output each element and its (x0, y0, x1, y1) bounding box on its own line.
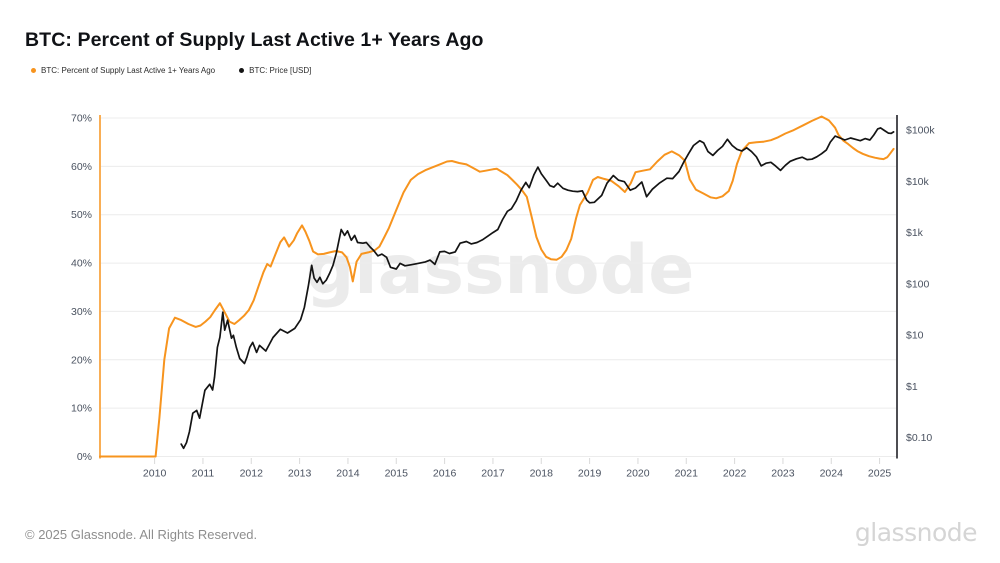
x-tick-label-2012: 2012 (240, 468, 264, 480)
legend-item-supply-active[interactable]: BTC: Percent of Supply Last Active 1+ Ye… (31, 66, 215, 75)
y-right-tick-label-$10: $10 (906, 330, 924, 342)
y-left-tick-label-40%: 40% (71, 258, 92, 270)
y-right-tick-label-$0.10: $0.10 (906, 432, 932, 444)
x-tick-label-2016: 2016 (433, 468, 457, 480)
y-left-tick-label-60%: 60% (71, 161, 92, 173)
x-tick-label-2020: 2020 (626, 468, 650, 480)
y-right-tick-label-$10k: $10k (906, 176, 930, 188)
legend-swatch-orange-icon (31, 68, 36, 73)
x-tick-label-2010: 2010 (143, 468, 167, 480)
legend-label-price: BTC: Price [USD] (249, 66, 312, 75)
copyright-text: © 2025 Glassnode. All Rights Reserved. (25, 527, 258, 542)
x-tick-label-2011: 2011 (192, 468, 215, 480)
x-tick-label-2018: 2018 (530, 468, 554, 480)
series-line-supply-active[interactable] (99, 115, 895, 458)
legend-item-price[interactable]: BTC: Price [USD] (239, 66, 311, 75)
page-title: BTC: Percent of Supply Last Active 1+ Ye… (25, 29, 484, 52)
y-right-tick-label-$100k: $100k (906, 125, 935, 137)
x-tick-label-2015: 2015 (385, 468, 409, 480)
footer-brand-logo: glassnode (854, 518, 978, 547)
x-tick-label-2023: 2023 (771, 468, 795, 480)
x-tick-label-2017: 2017 (481, 468, 505, 480)
y-right-tick-label-$1k: $1k (906, 227, 924, 239)
y-left-tick-label-70%: 70% (71, 113, 92, 125)
x-tick-label-2019: 2019 (578, 468, 602, 480)
y-left-tick-label-0%: 0% (77, 451, 92, 463)
x-tick-label-2014: 2014 (336, 468, 360, 480)
y-left-tick-label-10%: 10% (71, 403, 92, 415)
x-tick-label-2024: 2024 (820, 468, 844, 480)
y-left-tick-label-30%: 30% (71, 306, 92, 318)
y-right-tick-label-$1: $1 (906, 381, 918, 393)
watermark-glassnode: glassnode (305, 231, 695, 310)
y-left-tick-label-50%: 50% (71, 209, 92, 221)
y-left-tick-label-20%: 20% (71, 354, 92, 366)
legend-swatch-black-icon (239, 68, 245, 73)
x-tick-label-2022: 2022 (723, 468, 747, 480)
x-tick-label-2025: 2025 (868, 468, 892, 480)
y-right-tick-label-$100: $100 (906, 278, 930, 290)
legend-label-supply-active: BTC: Percent of Supply Last Active 1+ Ye… (41, 66, 216, 75)
x-tick-label-2021: 2021 (675, 468, 699, 480)
x-tick-label-2013: 2013 (288, 468, 312, 480)
chart-canvas[interactable]: 0% 10% 20% 30% 40% 50% 60% 70% $100k $10k $1k $100 $… (0, 0, 1000, 500)
series-line-price[interactable] (180, 127, 895, 450)
legend: BTC: Percent of Supply Last Active 1+ Ye… (31, 66, 311, 75)
